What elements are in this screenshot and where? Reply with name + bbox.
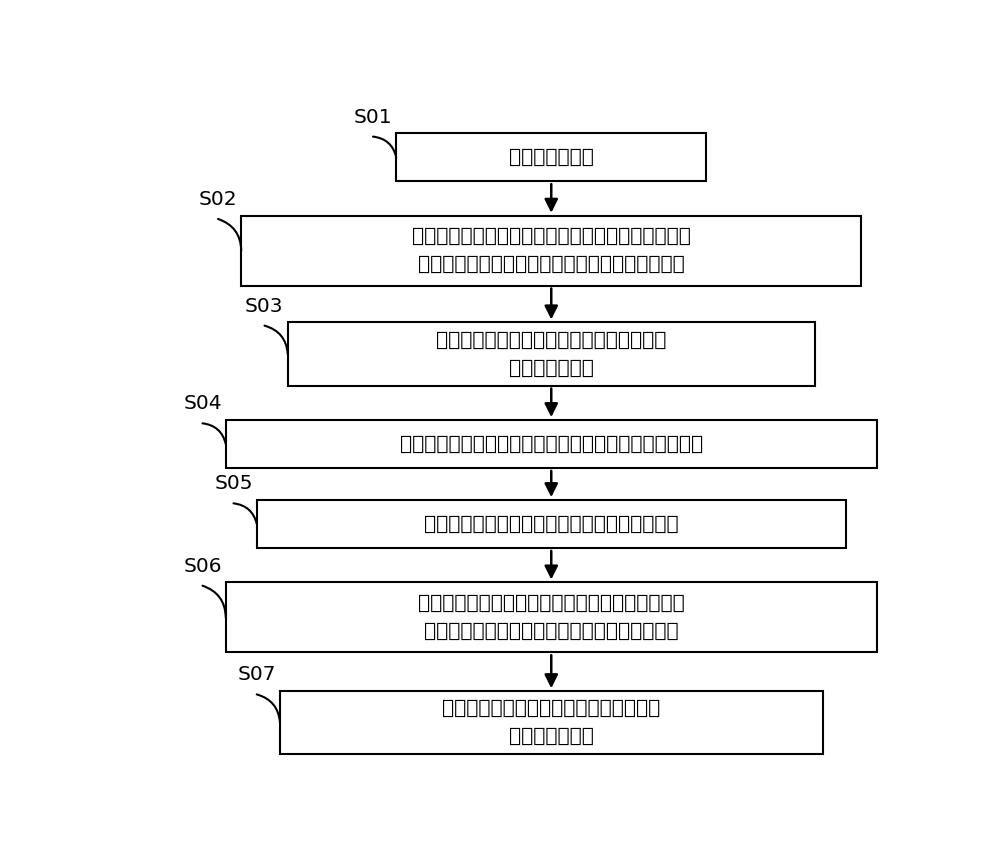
Text: 以第一半导体层之上的第二半导体层为有源
区形成器件结构: 以第一半导体层之上的第二半导体层为有源 区形成器件结构 xyxy=(436,331,666,378)
Text: 在栅极两侧、埋层之间的衬底上形成器件
结构的第二隔离: 在栅极两侧、埋层之间的衬底上形成器件 结构的第二隔离 xyxy=(442,699,660,746)
FancyArrowPatch shape xyxy=(218,219,241,250)
Text: S06: S06 xyxy=(183,557,222,576)
Text: S03: S03 xyxy=(245,297,284,315)
FancyArrowPatch shape xyxy=(373,137,396,158)
FancyBboxPatch shape xyxy=(280,691,822,754)
Text: 在部分衬底上形成第一半导体层，在衬底及第一半导
体层上形成第二半导体层，衬底上形成有第一隔离: 在部分衬底上形成第一半导体层，在衬底及第一半导 体层上形成第二半导体层，衬底上形… xyxy=(412,227,691,275)
Text: 在第一半导体层之上的第二半导体层中形成贯通的刻蚀孔: 在第一半导体层之上的第二半导体层中形成贯通的刻蚀孔 xyxy=(400,435,703,454)
FancyBboxPatch shape xyxy=(241,216,861,286)
FancyBboxPatch shape xyxy=(226,582,877,652)
FancyBboxPatch shape xyxy=(396,133,706,181)
Text: S05: S05 xyxy=(214,475,253,494)
Text: S07: S07 xyxy=(237,665,276,684)
Text: S04: S04 xyxy=(183,394,222,413)
FancyArrowPatch shape xyxy=(234,503,257,524)
FancyArrowPatch shape xyxy=(257,695,280,723)
Text: S01: S01 xyxy=(354,107,392,126)
FancyBboxPatch shape xyxy=(288,322,815,385)
FancyArrowPatch shape xyxy=(203,423,226,444)
Text: 在空腔及刻蚀孔的内表面上形成介质层，并以导体
层填充空腔及刻蚀孔，以分别形成背栅及连接孔: 在空腔及刻蚀孔的内表面上形成介质层，并以导体 层填充空腔及刻蚀孔，以分别形成背栅… xyxy=(418,594,685,641)
FancyArrowPatch shape xyxy=(203,585,226,617)
FancyBboxPatch shape xyxy=(257,500,846,548)
Text: S02: S02 xyxy=(199,190,237,209)
Text: 通过刻蚀孔腐蚀去除第一半导体层，以形成空腔: 通过刻蚀孔腐蚀去除第一半导体层，以形成空腔 xyxy=(424,514,679,533)
FancyArrowPatch shape xyxy=(264,326,288,354)
FancyBboxPatch shape xyxy=(226,420,877,468)
Text: 提供半导体衬底: 提供半导体衬底 xyxy=(509,148,594,167)
